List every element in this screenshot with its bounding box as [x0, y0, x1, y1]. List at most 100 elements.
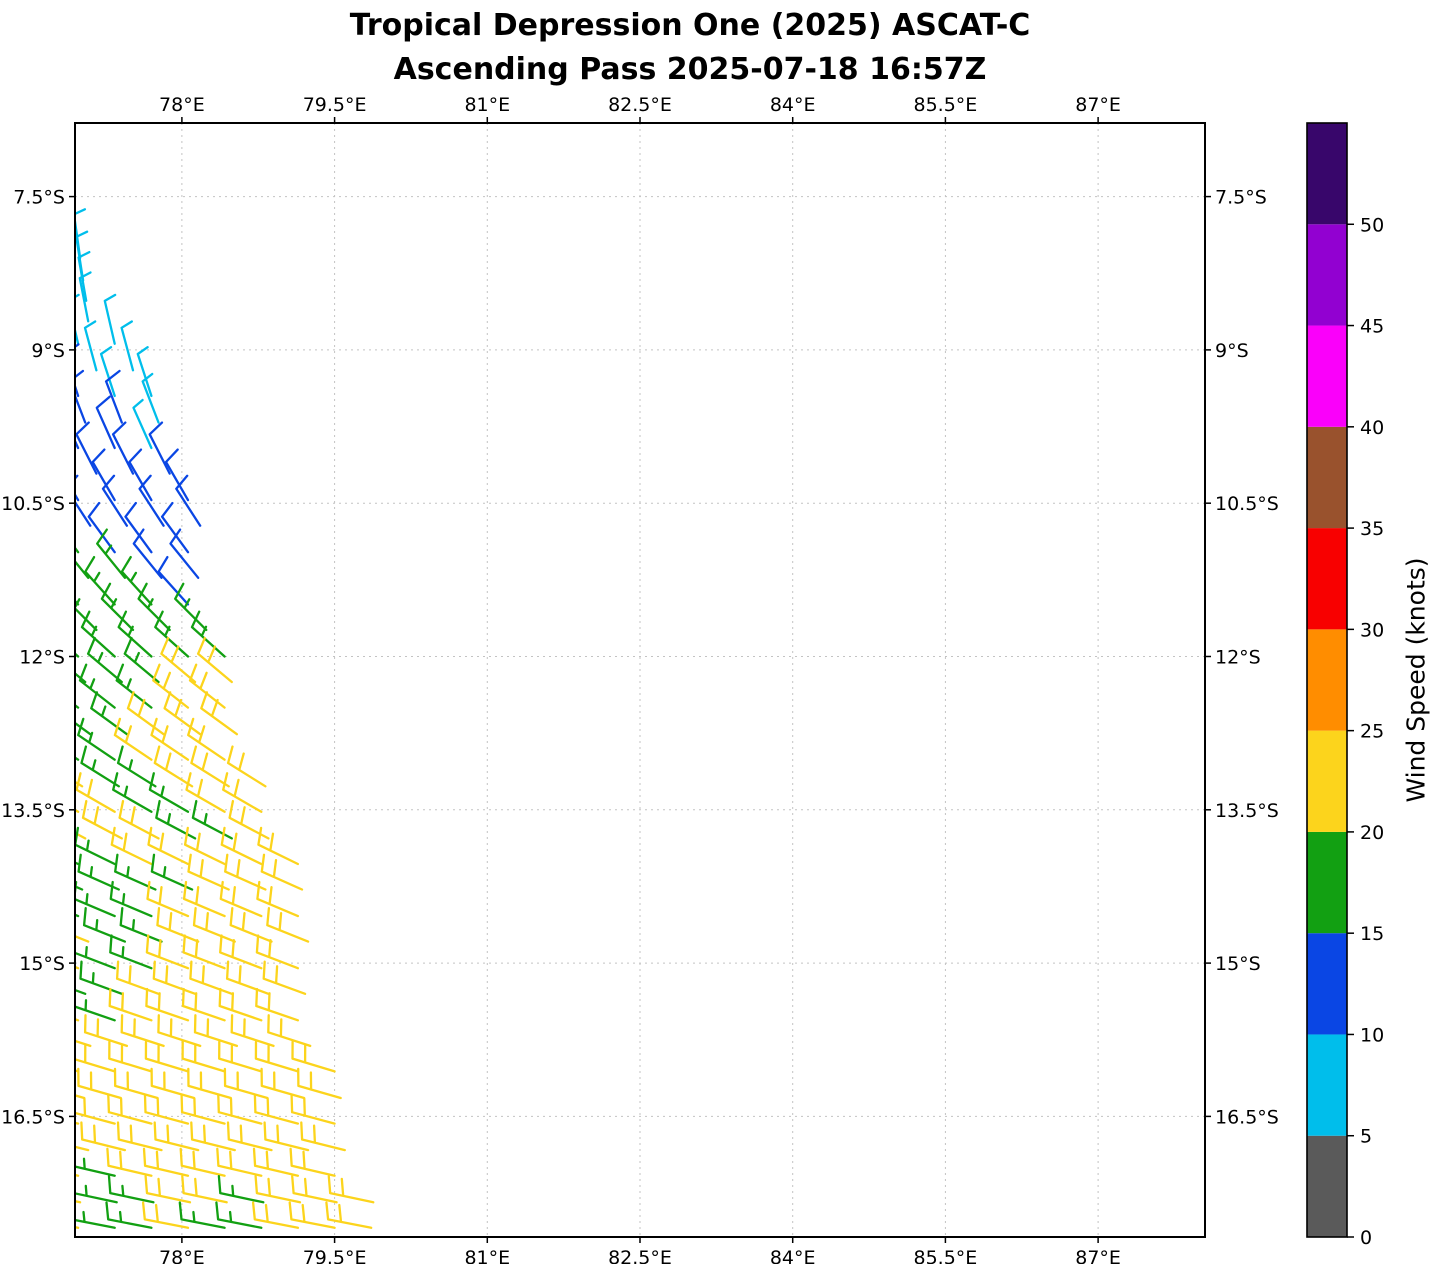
wind-barb	[78, 271, 92, 323]
wind-barb	[179, 1147, 226, 1177]
wind-barb	[181, 1175, 228, 1204]
wind-barb	[79, 960, 123, 995]
wind-barb	[107, 1094, 153, 1125]
wind-barb	[152, 960, 197, 995]
wind-barb	[83, 320, 98, 372]
x-tick-label-bottom: 78°E	[159, 1247, 205, 1264]
wind-barb	[325, 1201, 373, 1229]
wind-barb	[289, 1147, 336, 1177]
wind-barb	[113, 717, 153, 761]
wind-barb	[230, 1014, 275, 1048]
wind-barb	[144, 1040, 190, 1073]
wind-barb	[187, 1067, 232, 1100]
wind-barb	[75, 1210, 116, 1229]
wind-barb-layer	[75, 208, 375, 1229]
chart-subtitle: Ascending Pass 2025-07-18 16:57Z	[393, 52, 987, 87]
wind-barb	[117, 610, 153, 658]
wind-barb	[251, 1201, 300, 1229]
wind-barb	[75, 935, 90, 943]
wind-barb	[153, 745, 194, 788]
wind-barb	[75, 934, 116, 970]
x-tick-label-top: 85.5°E	[913, 94, 977, 116]
y-tick-label-right: 12°S	[1215, 646, 1261, 668]
wind-barb	[75, 1200, 82, 1204]
wind-barb	[266, 907, 310, 943]
wind-barb	[105, 1201, 153, 1229]
colorbar-segment	[1307, 831, 1347, 934]
wind-barb	[136, 346, 153, 398]
wind-barb	[143, 1094, 190, 1125]
wind-barb	[190, 610, 226, 658]
colorbar-segment	[1307, 123, 1347, 225]
wind-barb	[148, 421, 171, 475]
y-tick-label-left: 7.5°S	[13, 187, 65, 209]
wind-barb	[113, 1067, 159, 1100]
wind-barb	[128, 448, 153, 502]
wind-barb	[84, 555, 116, 606]
wind-barb	[96, 528, 127, 579]
wind-barb	[77, 250, 91, 302]
x-tick-label-top: 81°E	[464, 94, 510, 116]
wind-barb	[75, 1157, 116, 1177]
x-tick-label-top: 84°E	[770, 94, 816, 116]
wind-barb	[99, 346, 116, 398]
wind-barb	[156, 907, 200, 943]
wind-barb	[255, 934, 300, 970]
colorbar-segment	[1307, 224, 1347, 326]
wind-barb	[218, 1040, 263, 1073]
y-tick-label-left: 9°S	[31, 340, 65, 362]
wind-barb	[80, 610, 116, 658]
wind-barb	[260, 853, 304, 891]
wind-barb	[110, 826, 153, 866]
wind-barb	[124, 501, 153, 554]
wind-barb	[150, 1067, 196, 1100]
wind-barb	[116, 745, 157, 788]
x-tick-label-bottom: 81°E	[464, 1247, 510, 1264]
wind-barb	[86, 636, 123, 684]
wind-barb	[75, 1097, 116, 1125]
wind-barb	[75, 913, 80, 918]
colorbar-segment	[1307, 629, 1347, 731]
wind-barb	[169, 528, 200, 579]
wind-barb	[164, 448, 190, 502]
wind-barb	[217, 1175, 265, 1204]
y-tick-label-right: 15°S	[1215, 953, 1261, 975]
wind-barb	[106, 1147, 153, 1177]
wind-barb	[75, 756, 80, 761]
wind-barb	[126, 691, 165, 736]
wind-barb	[182, 934, 226, 970]
wind-barb	[108, 987, 153, 1022]
wind-barb	[90, 691, 129, 736]
wind-barb	[119, 907, 163, 943]
wind-barb	[256, 880, 300, 918]
wind-barb	[190, 1121, 236, 1152]
wind-barb	[75, 1145, 90, 1152]
wind-barb	[75, 1018, 80, 1022]
wind-barb	[252, 1147, 300, 1177]
colorbar-tick-label: 25	[1360, 721, 1384, 743]
colorbar-tick-label: 20	[1360, 822, 1384, 844]
wind-barb	[75, 1184, 118, 1204]
wind-barb	[75, 369, 87, 424]
wind-barb	[132, 528, 163, 579]
y-tick-label-right: 16.5°S	[1215, 1106, 1279, 1128]
colorbar-tick-label: 10	[1360, 1024, 1384, 1046]
wind-barb	[144, 1175, 192, 1204]
wind-barb	[217, 1094, 263, 1125]
wind-barb	[192, 907, 236, 943]
x-tick-label-top: 87°E	[1075, 94, 1121, 116]
wind-barb	[297, 1067, 342, 1100]
wind-barb	[187, 717, 226, 761]
wind-barb	[111, 421, 135, 475]
wind-barb	[103, 293, 117, 345]
wind-barb	[132, 398, 153, 450]
wind-barb	[145, 987, 190, 1022]
wind-barb	[157, 555, 190, 606]
wind-barb	[181, 1040, 226, 1073]
x-tick-label-bottom: 87°E	[1075, 1247, 1121, 1264]
wind-barb	[81, 799, 123, 840]
wind-barb	[91, 448, 116, 502]
wind-barb	[175, 474, 202, 527]
y-tick-label-left: 13.5°S	[1, 800, 65, 822]
